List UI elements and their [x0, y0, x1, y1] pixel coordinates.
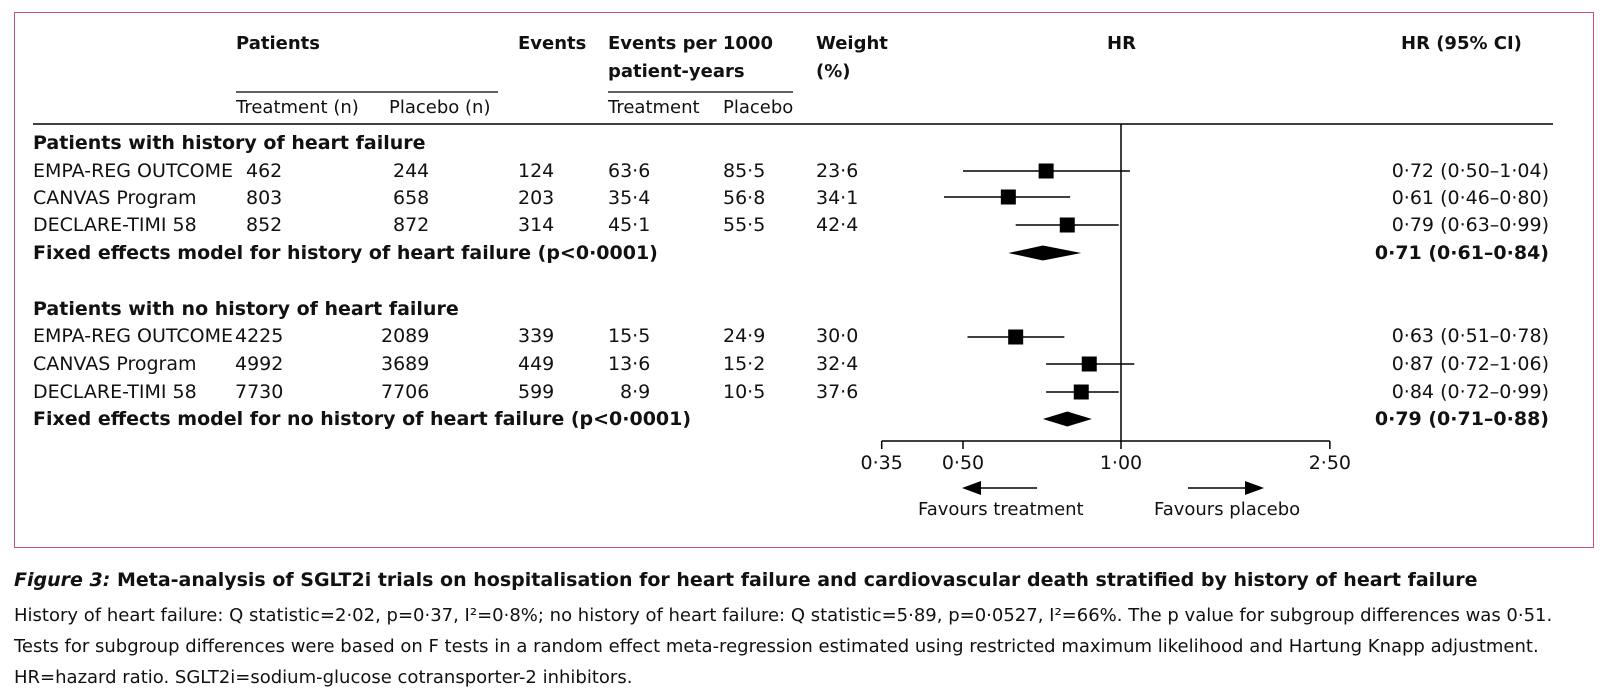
figure-frame: [14, 12, 1594, 548]
placebo-n: 7706: [381, 381, 430, 403]
treatment-n: 852: [246, 214, 283, 236]
header-treatment-n: Treatment (n): [236, 97, 359, 118]
header-events-per-1000-line1: Events per 1000: [608, 33, 773, 54]
treatment-n: 7730: [235, 381, 284, 403]
hr-point-marker: [1008, 329, 1024, 345]
trial-name: DECLARE-TIMI 58: [33, 214, 197, 236]
axis-tick-label: 0·50: [941, 452, 985, 474]
rate-treatment: 8·9: [620, 381, 651, 403]
figure-label: Figure 3:: [14, 569, 111, 591]
rate-placebo: 55·5: [723, 214, 766, 236]
group-title-no-history: Patients with no history of heart failur…: [33, 298, 459, 320]
hr-ci-value: 0·87 (0·72–1·06): [1391, 353, 1549, 375]
events-count: 124: [518, 160, 555, 182]
favours-placebo-arrowhead: [1245, 481, 1264, 495]
events-count: 449: [518, 353, 555, 375]
rate-treatment: 45·1: [608, 214, 651, 236]
hr-point-marker: [1059, 217, 1075, 233]
header-placebo-n: Placebo (n): [389, 97, 491, 118]
rate-placebo: 56·8: [723, 187, 766, 209]
summary-label-no-history: Fixed effects model for no history of he…: [33, 408, 692, 430]
hr-point-marker: [1000, 189, 1016, 205]
rate-treatment: 35·4: [608, 187, 651, 209]
placebo-n: 872: [393, 214, 430, 236]
header-hr: HR: [1107, 33, 1136, 54]
trial-name: DECLARE-TIMI 58: [33, 381, 197, 403]
header-placebo-rate: Placebo: [723, 97, 794, 118]
weight-value: 32·4: [816, 353, 859, 375]
rate-treatment: 63·6: [608, 160, 651, 182]
rate-placebo: 85·5: [723, 160, 766, 182]
trial-name: CANVAS Program: [33, 353, 197, 375]
treatment-n: 4225: [235, 325, 284, 347]
placebo-n: 244: [393, 160, 430, 182]
figure-caption-title: Figure 3: Meta-analysis of SGLT2i trials…: [14, 569, 1478, 591]
hr-ci-value: 0·61 (0·46–0·80): [1391, 187, 1549, 209]
axis-tick-label: 1·00: [1099, 452, 1143, 474]
rate-placebo: 10·5: [723, 381, 766, 403]
hr-ci-value: 0·79 (0·63–0·99): [1391, 214, 1549, 236]
placebo-n: 2089: [381, 325, 430, 347]
events-count: 203: [518, 187, 555, 209]
hr-ci-value: 0·63 (0·51–0·78): [1391, 325, 1549, 347]
hr-point-marker: [1081, 356, 1097, 372]
placebo-n: 3689: [381, 353, 430, 375]
weight-value: 34·1: [816, 187, 859, 209]
summary-label-history: Fixed effects model for history of heart…: [33, 242, 658, 264]
rate-placebo: 15·2: [723, 353, 766, 375]
treatment-n: 803: [246, 187, 283, 209]
header-events: Events: [518, 33, 587, 54]
weight-value: 42·4: [816, 214, 859, 236]
header-weight-line2: (%): [816, 61, 851, 82]
header-patients: Patients: [236, 33, 320, 54]
rate-treatment: 15·5: [608, 325, 651, 347]
hr-ci-value: 0·72 (0·50–1·04): [1391, 160, 1549, 182]
axis-tick-label: 2·50: [1308, 452, 1352, 474]
weight-value: 37·6: [816, 381, 859, 403]
hr-point-marker: [1038, 163, 1054, 179]
trial-name: EMPA-REG OUTCOME: [33, 325, 234, 347]
figure-caption-body: History of heart failure: Q statistic=2·…: [14, 605, 1553, 688]
weight-value: 30·0: [816, 325, 859, 347]
treatment-n: 462: [246, 160, 283, 182]
trial-name: EMPA-REG OUTCOME: [33, 160, 234, 182]
treatment-n: 4992: [235, 353, 284, 375]
favours-placebo-label: Favours placebo: [1154, 499, 1301, 520]
events-count: 339: [518, 325, 555, 347]
events-count: 599: [518, 381, 555, 403]
header-events-per-1000-line2: patient-years: [608, 61, 745, 82]
rate-treatment: 13·6: [608, 353, 651, 375]
hr-ci-value: 0·84 (0·72–0·99): [1391, 381, 1549, 403]
axis-tick-label: 0·35: [860, 452, 903, 474]
header-treatment-rate: Treatment: [608, 97, 700, 118]
summary-diamond: [1008, 245, 1082, 261]
rate-placebo: 24·9: [723, 325, 766, 347]
trial-name: CANVAS Program: [33, 187, 197, 209]
header-weight-line1: Weight: [816, 33, 888, 54]
events-count: 314: [518, 214, 555, 236]
summary-diamond: [1042, 411, 1092, 427]
favours-treatment-arrowhead: [962, 481, 981, 495]
placebo-n: 658: [393, 187, 430, 209]
hr-point-marker: [1073, 384, 1089, 400]
header-hr-ci: HR (95% CI): [1401, 33, 1522, 54]
favours-treatment-label: Favours treatment: [918, 499, 1084, 520]
figure-title: Meta-analysis of SGLT2i trials on hospit…: [116, 569, 1478, 591]
summary-hr-ci-no-history: 0·79 (0·71–0·88): [1374, 408, 1549, 430]
group-title-history: Patients with history of heart failure: [33, 132, 426, 154]
weight-value: 23·6: [816, 160, 859, 182]
summary-hr-ci-history: 0·71 (0·61–0·84): [1374, 242, 1549, 264]
forest-plot: [33, 91, 1553, 495]
